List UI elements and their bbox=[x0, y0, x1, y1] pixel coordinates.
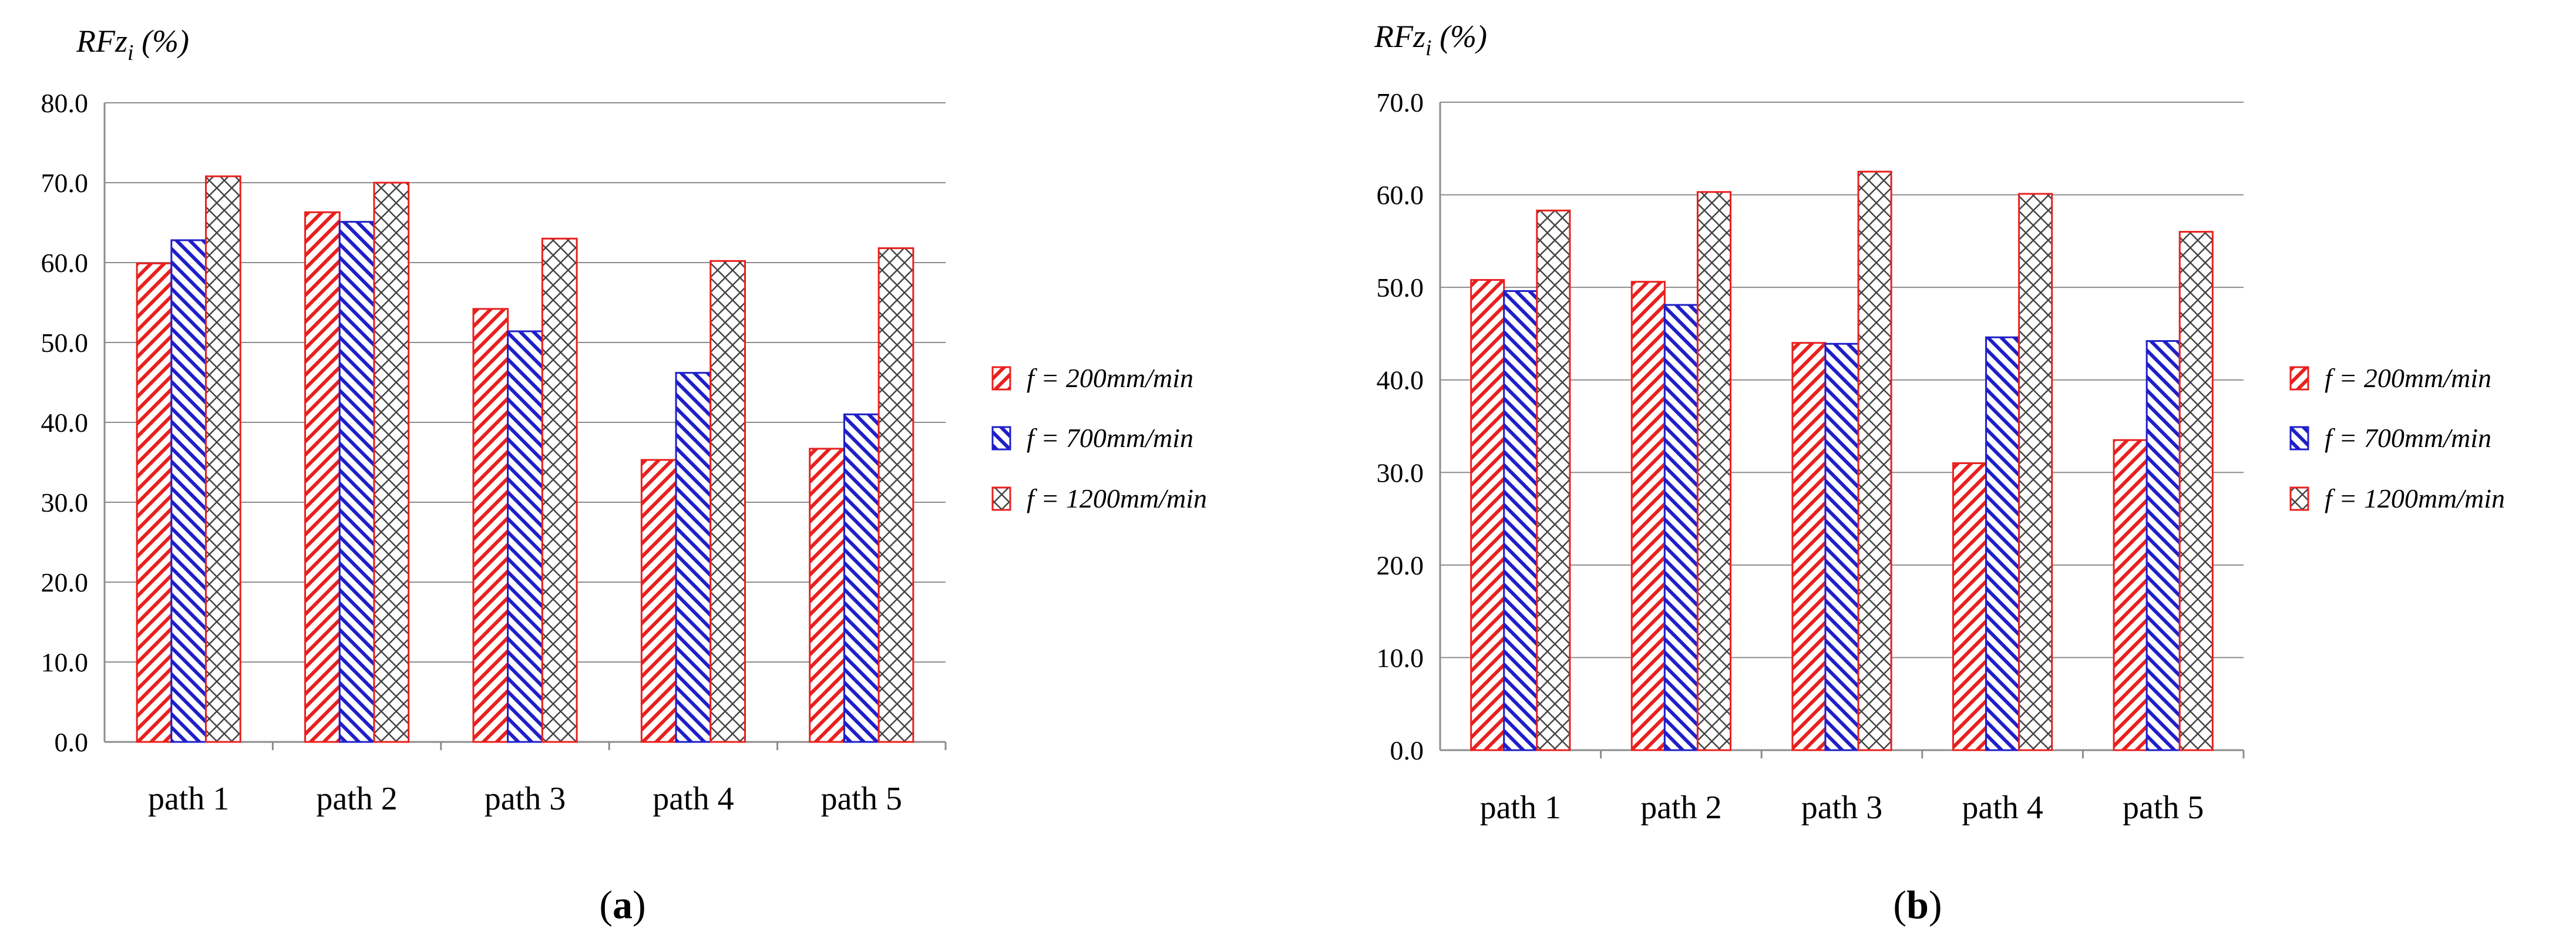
y-axis-label: RFzi (%) bbox=[1374, 19, 1487, 61]
legend-label: f = 1200mm/min bbox=[2325, 483, 2505, 513]
legend-swatch bbox=[991, 366, 1011, 391]
y-tick-label: 0.0 bbox=[55, 727, 89, 757]
y-tick-label: 50.0 bbox=[41, 328, 89, 358]
category-label: path 5 bbox=[2123, 790, 2204, 826]
bar bbox=[2178, 231, 2214, 751]
y-tick-label: 30.0 bbox=[1377, 458, 1424, 488]
legend-swatch bbox=[991, 486, 1011, 511]
bar bbox=[507, 330, 543, 743]
bar bbox=[136, 262, 173, 743]
chart-panel-a: 0.0 10.0 20.0 30.0 40.0 50.0 60.0 70.0 80.0 RFzi … bbox=[41, 23, 1208, 927]
y-tick-label: 70.0 bbox=[41, 168, 89, 198]
bar bbox=[541, 237, 578, 743]
bar bbox=[1824, 342, 1859, 751]
bar bbox=[1663, 304, 1699, 751]
legend-label: f = 700mm/min bbox=[1027, 423, 1193, 453]
category-label: path 4 bbox=[1962, 790, 2043, 826]
y-tick-label: 80.0 bbox=[41, 88, 89, 118]
bar bbox=[675, 372, 712, 743]
bar bbox=[1857, 170, 1892, 751]
legend-swatch bbox=[2289, 426, 2309, 451]
y-tick-label: 30.0 bbox=[41, 488, 89, 518]
bar bbox=[640, 459, 677, 743]
y-tick-label: 10.0 bbox=[41, 647, 89, 677]
bar bbox=[472, 308, 509, 743]
category-label: path 5 bbox=[821, 781, 902, 817]
bar bbox=[709, 260, 746, 743]
bar bbox=[1630, 281, 1666, 751]
category-label: path 4 bbox=[653, 781, 734, 817]
y-tick-label: 0.0 bbox=[1390, 735, 1424, 765]
category-label: path 1 bbox=[148, 781, 229, 817]
bar bbox=[1791, 342, 1827, 751]
bar bbox=[2145, 340, 2181, 751]
y-tick-label: 50.0 bbox=[1377, 273, 1424, 303]
category-label: path 2 bbox=[1640, 790, 1721, 826]
bar bbox=[1985, 336, 2020, 751]
bar bbox=[1503, 290, 1538, 751]
y-axis-label: RFzi (%) bbox=[76, 23, 189, 65]
legend-swatch bbox=[991, 426, 1011, 451]
category-label: path 3 bbox=[1801, 790, 1882, 826]
legend-label: f = 700mm/min bbox=[2325, 423, 2491, 453]
y-tick-label: 40.0 bbox=[1377, 365, 1424, 395]
bar bbox=[1536, 209, 1571, 751]
legend-label: f = 200mm/min bbox=[2325, 363, 2491, 393]
legend-swatch bbox=[2289, 486, 2309, 511]
legend-swatch bbox=[2289, 366, 2309, 391]
bar bbox=[843, 413, 880, 743]
bar bbox=[1470, 279, 1505, 751]
chart-panel-b: 0.0 10.0 20.0 30.0 40.0 50.0 60.0 70.0 RFzi (%) p… bbox=[1374, 19, 2505, 927]
y-tick-label: 40.0 bbox=[41, 408, 89, 438]
bar bbox=[338, 221, 375, 743]
category-label: path 1 bbox=[1480, 790, 1561, 826]
bar bbox=[809, 448, 845, 743]
category-label: path 3 bbox=[485, 781, 566, 817]
y-tick-label: 70.0 bbox=[1377, 88, 1424, 117]
bar bbox=[2018, 193, 2053, 751]
bar bbox=[1952, 462, 1988, 751]
bar bbox=[205, 175, 241, 743]
panel-label: (b) bbox=[1893, 882, 1942, 927]
legend-label: f = 200mm/min bbox=[1027, 363, 1193, 393]
bar bbox=[877, 247, 914, 743]
panel-label: (a) bbox=[599, 882, 645, 927]
y-tick-label: 60.0 bbox=[1377, 180, 1424, 210]
bar bbox=[373, 182, 410, 743]
y-tick-label: 20.0 bbox=[1377, 550, 1424, 580]
y-tick-label: 60.0 bbox=[41, 248, 89, 278]
y-tick-label: 10.0 bbox=[1377, 643, 1424, 673]
bar bbox=[304, 211, 341, 743]
category-label: path 2 bbox=[316, 781, 397, 817]
legend-label: f = 1200mm/min bbox=[1027, 483, 1207, 513]
bar bbox=[170, 239, 207, 743]
y-tick-label: 20.0 bbox=[41, 567, 89, 597]
bar bbox=[1696, 191, 1732, 751]
bar bbox=[2113, 439, 2148, 751]
